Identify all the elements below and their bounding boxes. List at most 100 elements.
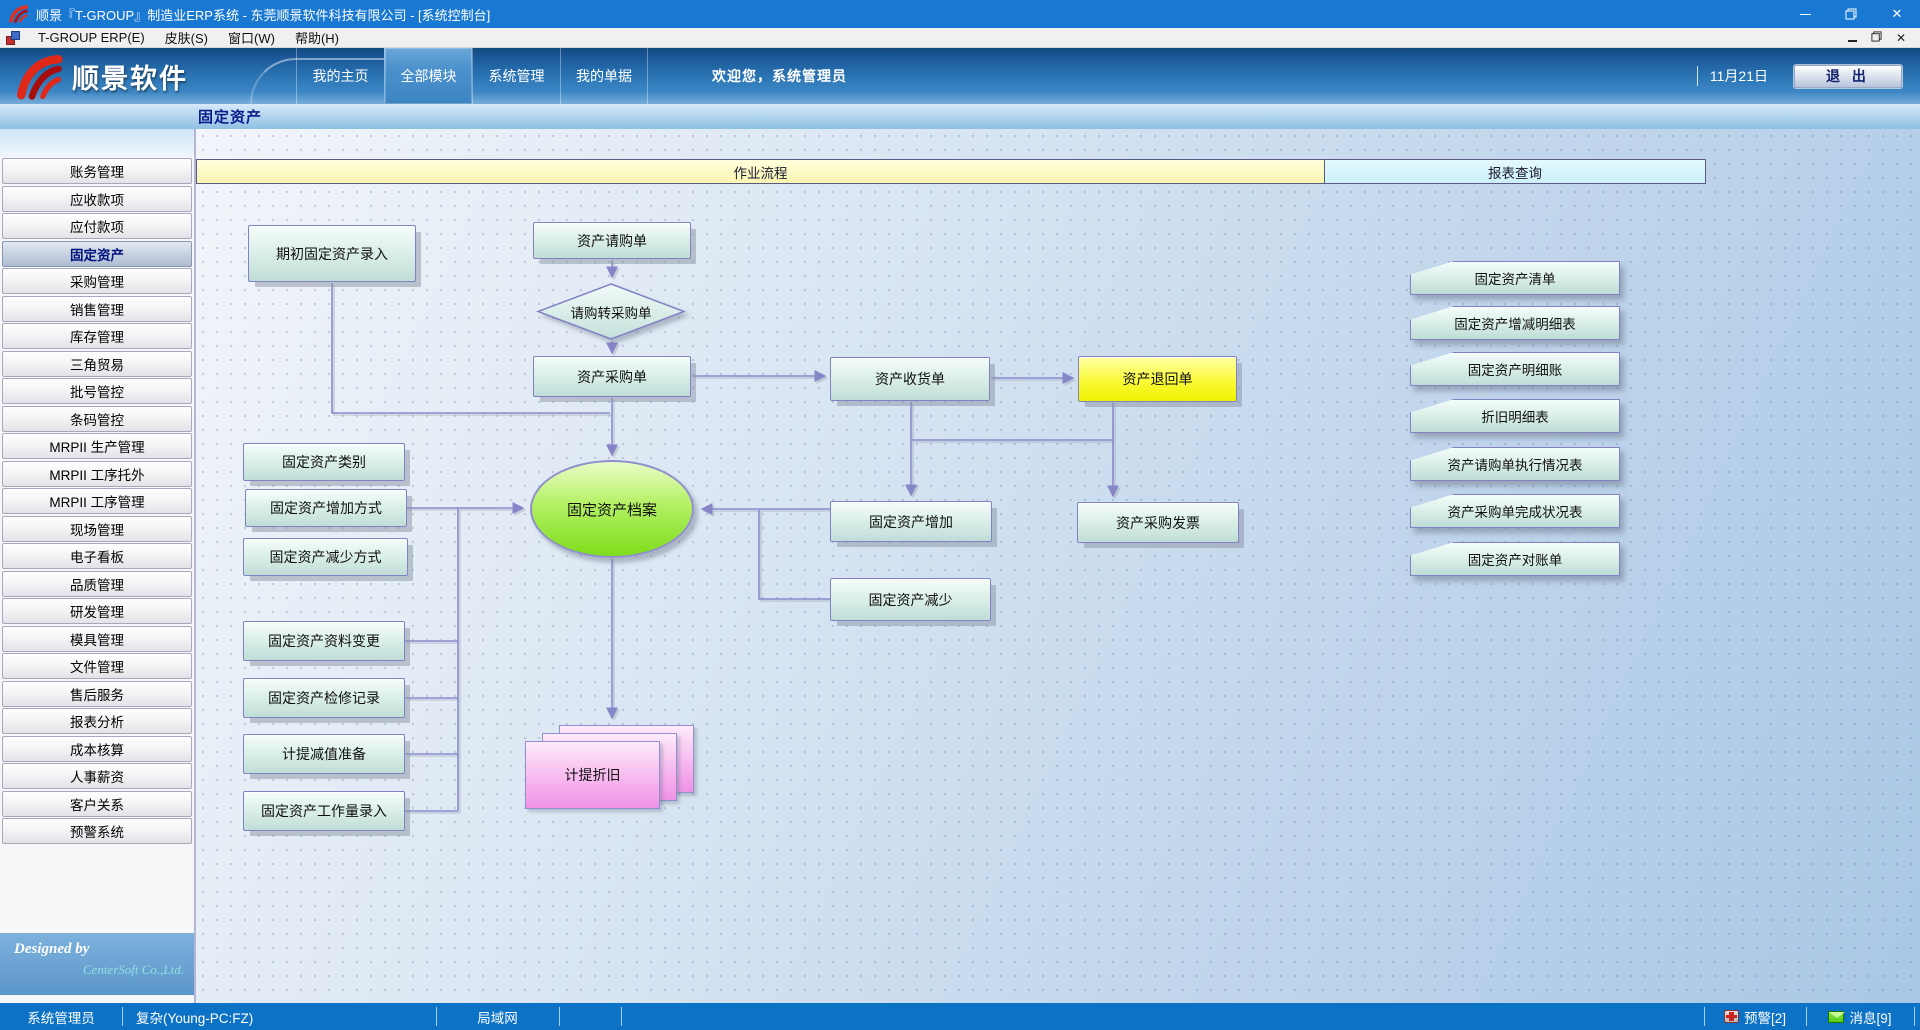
report-banner-fixed-asset-list[interactable]: 固定资产清单 xyxy=(1410,261,1620,295)
nav-tab-1[interactable]: 全部模块 xyxy=(384,48,472,104)
sidebar-item-9[interactable]: 条码管控 xyxy=(2,405,192,432)
nav-tab-3[interactable]: 我的单据 xyxy=(560,48,648,104)
company-name: CenterSoft Co.,Ltd. xyxy=(82,962,184,977)
status-host: 复杂(Young-PC:FZ) xyxy=(136,1010,254,1026)
sidebar-item-15[interactable]: 品质管理 xyxy=(2,570,192,597)
mdi-restore-button[interactable] xyxy=(1871,30,1882,45)
sidebar-item-10[interactable]: MRPII 生产管理 xyxy=(2,433,192,459)
flow-node-label: 请购转采购单 xyxy=(570,305,652,321)
window-titlebar: 顺景『T-GROUP』制造业ERP系统 - 东莞顺景软件科技有限公司 - [系统… xyxy=(0,0,1920,28)
sidebar-item-17[interactable]: 模具管理 xyxy=(2,625,192,652)
flow-node-impairment-provision[interactable]: 计提减值准备 xyxy=(243,734,405,774)
flow-node-fixed-asset-workload-entry[interactable]: 固定资产工作量录入 xyxy=(243,791,405,831)
sidebar-item-23[interactable]: 客户关系 xyxy=(2,790,192,817)
menu-items: T-GROUP ERP(E) 皮肤(S) 窗口(W) 帮助(H) xyxy=(28,28,349,47)
flow-node-depreciation[interactable]: 计提折旧 xyxy=(525,725,695,809)
sidebar-item-13[interactable]: 现场管理 xyxy=(2,515,192,542)
brand-name: 顺景软件 xyxy=(72,63,188,94)
report-banner-label: 固定资产明细账 xyxy=(1410,352,1620,386)
flow-node-asset-return[interactable]: 资产退回单 xyxy=(1078,356,1237,402)
close-button[interactable]: ✕ xyxy=(1891,6,1903,21)
nav-tab-2[interactable]: 系统管理 xyxy=(472,48,560,104)
flow-node-asset-receipt[interactable]: 资产收货单 xyxy=(830,357,990,401)
welcome-message: 欢迎您，系统管理员 xyxy=(712,68,847,84)
flow-node-fixed-asset-increase-method[interactable]: 固定资产增加方式 xyxy=(245,489,407,527)
report-banner-label: 折旧明细表 xyxy=(1410,399,1620,433)
flow-connectors xyxy=(331,260,1119,812)
flow-node-fixed-asset-decrease-method[interactable]: 固定资产减少方式 xyxy=(243,538,408,576)
report-banner-fixed-asset-ledger[interactable]: 固定资产明细账 xyxy=(1410,352,1620,386)
message-label: 消息[9] xyxy=(1849,1010,1892,1026)
report-banner-asset-po-completion[interactable]: 资产采购单完成状况表 xyxy=(1410,494,1620,528)
sidebar-item-3[interactable]: 固定资产 xyxy=(2,240,192,267)
flow-node-label: 计提折旧 xyxy=(525,741,660,809)
flow-node-initial-fixed-asset-entry[interactable]: 期初固定资产录入 xyxy=(248,225,416,282)
sidebar-item-19[interactable]: 售后服务 xyxy=(2,680,192,707)
sidebar-item-12[interactable]: MRPII 工序管理 xyxy=(2,488,192,514)
report-banner-asset-requisition-execution[interactable]: 资产请购单执行情况表 xyxy=(1410,447,1620,481)
flow-node-fixed-asset-decrease[interactable]: 固定资产减少 xyxy=(830,578,991,621)
flow-node-fixed-asset-data-change[interactable]: 固定资产资料变更 xyxy=(243,621,405,661)
mdi-minimize-button[interactable] xyxy=(1847,30,1857,45)
module-sidebar: 账务管理 应收款项 应付款项 固定资产 采购管理 销售管理 库存管理 三角贸易 批号管控 条码管控… xyxy=(0,129,196,1003)
sidebar-item-5[interactable]: 销售管理 xyxy=(2,295,192,322)
menu-item-1[interactable]: 皮肤(S) xyxy=(164,31,209,46)
window-controls: ✕ xyxy=(1782,0,1920,28)
sidebar-item-18[interactable]: 文件管理 xyxy=(2,653,192,679)
sidebar-item-22[interactable]: 人事薪资 xyxy=(2,763,192,789)
report-banner-depreciation-detail[interactable]: 折旧明细表 xyxy=(1410,399,1620,433)
nav-tabs: 我的主页 全部模块 系统管理 我的单据 xyxy=(296,48,648,104)
sidebar-item-0[interactable]: 账务管理 xyxy=(2,158,192,184)
status-message[interactable]: 消息[9] xyxy=(1806,1003,1914,1030)
menu-item-2[interactable]: 窗口(W) xyxy=(228,31,275,46)
flow-node-asset-purchase-order[interactable]: 资产采购单 xyxy=(533,356,691,397)
sidebar-item-24[interactable]: 预警系统 xyxy=(2,818,192,844)
report-banner-label: 资产请购单执行情况表 xyxy=(1410,447,1620,481)
nav-tab-0[interactable]: 我的主页 xyxy=(296,48,384,104)
status-alert[interactable]: 预警[2] xyxy=(1704,1003,1806,1030)
restore-button[interactable] xyxy=(1828,0,1874,28)
report-banner-fixed-asset-statement[interactable]: 固定资产对账单 xyxy=(1410,542,1620,576)
designed-by-text: Designed by xyxy=(14,941,90,957)
status-network: 局域网 xyxy=(477,1010,518,1026)
sidebar-item-14[interactable]: 电子看板 xyxy=(2,543,192,569)
brand-logo: 顺景软件 xyxy=(12,52,188,100)
report-banner-label: 固定资产对账单 xyxy=(1410,542,1620,576)
alert-label: 预警[2] xyxy=(1743,1010,1786,1026)
menu-bar: T-GROUP ERP(E) 皮肤(S) 窗口(W) 帮助(H) ✕ xyxy=(0,28,1920,48)
sidebar-item-1[interactable]: 应收款项 xyxy=(2,185,192,212)
window-title: 顺景『T-GROUP』制造业ERP系统 - 东莞顺景软件科技有限公司 - [系统… xyxy=(36,7,491,23)
flow-node-asset-requisition[interactable]: 资产请购单 xyxy=(533,222,691,259)
mdi-window-controls: ✕ xyxy=(1847,30,1920,45)
report-banner-fixed-asset-change-detail[interactable]: 固定资产增减明细表 xyxy=(1410,306,1620,340)
exit-button[interactable]: 退 出 xyxy=(1794,64,1902,88)
flow-node-requisition-to-po[interactable]: 请购转采购单 xyxy=(536,283,686,340)
flow-canvas: 作业流程 报表查询 xyxy=(196,129,1920,1003)
flow-node-fixed-asset-category[interactable]: 固定资产类别 xyxy=(243,443,405,481)
sidebar-item-7[interactable]: 三角贸易 xyxy=(2,350,192,377)
sidebar-item-8[interactable]: 批号管控 xyxy=(2,378,192,404)
sidebar-item-6[interactable]: 库存管理 xyxy=(2,323,192,349)
flow-node-fixed-asset-archive[interactable]: 固定资产档案 xyxy=(530,460,694,558)
flow-node-fixed-asset-repair-record[interactable]: 固定资产检修记录 xyxy=(243,678,405,718)
sidebar-item-16[interactable]: 研发管理 xyxy=(2,598,192,624)
sidebar-item-4[interactable]: 采购管理 xyxy=(2,268,192,294)
menu-item-3[interactable]: 帮助(H) xyxy=(294,31,339,46)
nav-banner: 顺景软件 我的主页 全部模块 系统管理 我的单据 欢迎您，系统管理员 11月21日 退… xyxy=(0,48,1920,104)
breadcrumb-band: 固定资产 xyxy=(0,104,1920,129)
brand-swoosh-icon xyxy=(17,55,63,100)
menu-item-0[interactable]: T-GROUP ERP(E) xyxy=(38,30,145,45)
minimize-button[interactable] xyxy=(1782,0,1828,28)
sidebar-item-2[interactable]: 应付款项 xyxy=(2,213,192,239)
mdi-close-button[interactable]: ✕ xyxy=(1895,30,1906,45)
flow-node-fixed-asset-increase[interactable]: 固定资产增加 xyxy=(830,501,992,542)
status-bar: 系统管理员 复杂(Young-PC:FZ) 局域网 预警[2] 消息[9] xyxy=(0,1003,1920,1030)
page-title: 固定资产 xyxy=(198,109,263,126)
sidebar-item-11[interactable]: MRPII 工序托外 xyxy=(2,460,192,487)
mdi-child-icon xyxy=(6,30,20,45)
flow-node-asset-purchase-invoice[interactable]: 资产采购发票 xyxy=(1077,502,1239,543)
report-banner-label: 固定资产清单 xyxy=(1410,261,1620,295)
sidebar-item-20[interactable]: 报表分析 xyxy=(2,708,192,734)
sidebar-item-21[interactable]: 成本核算 xyxy=(2,735,192,762)
